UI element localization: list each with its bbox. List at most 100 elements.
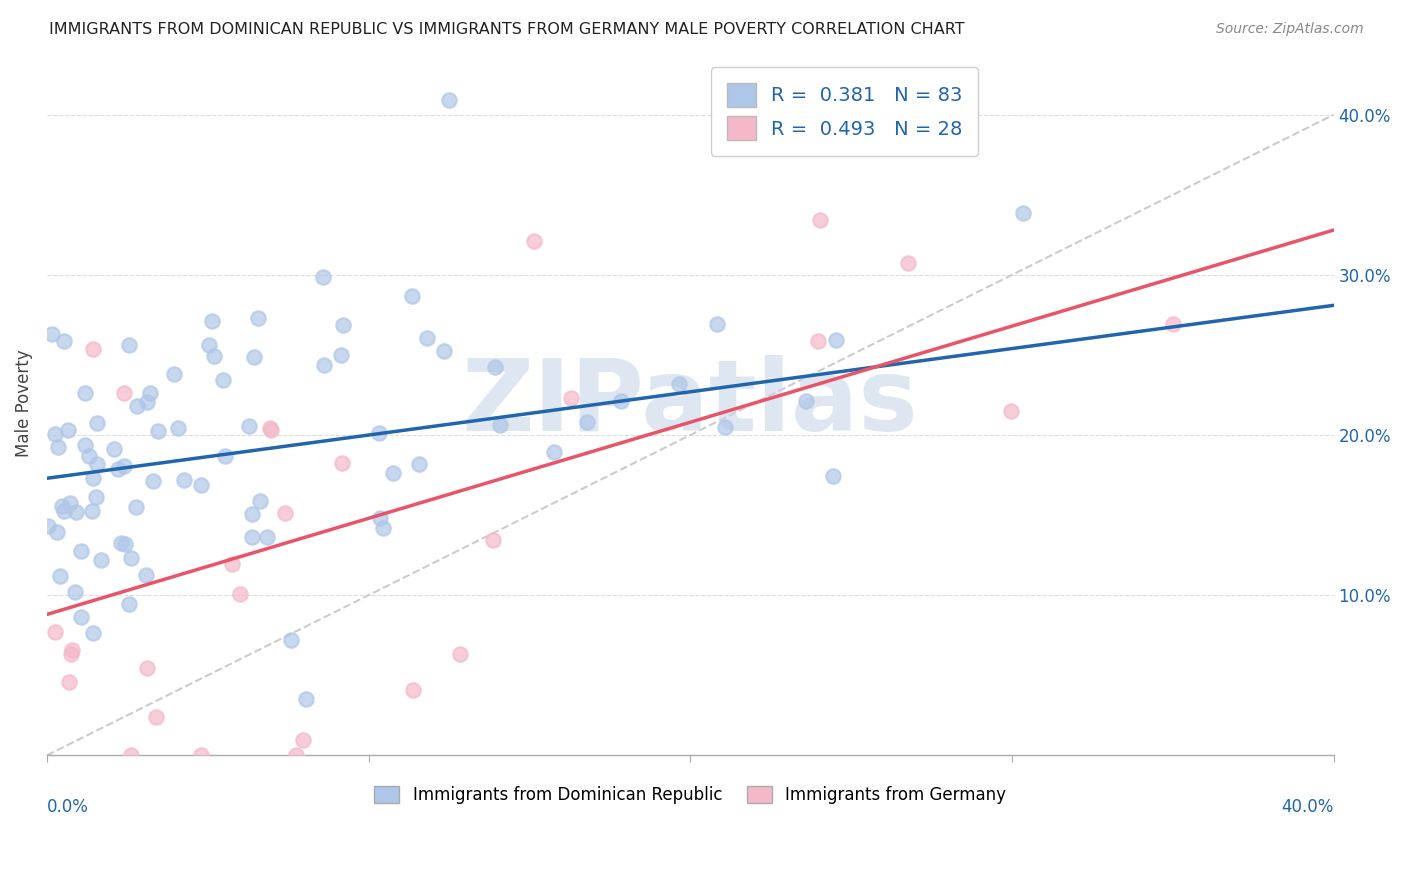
Point (114, 536, 136, 550)
Point (576, 415, 599, 429)
Point (488, 417, 510, 432)
Point (484, 359, 506, 374)
Point (312, 270, 335, 285)
Point (75, 437, 97, 451)
Point (136, 660, 159, 674)
Text: IMMIGRANTS FROM DOMINICAN REPUBLIC VS IMMIGRANTS FROM GERMANY MALE POVERTY CORRE: IMMIGRANTS FROM DOMINICAN REPUBLIC VS IM… (49, 22, 965, 37)
Point (41, 326, 63, 341)
Text: 40.0%: 40.0% (1281, 797, 1334, 815)
Point (240, 507, 263, 521)
Point (242, 530, 264, 544)
Point (135, 395, 157, 409)
Point (53, 504, 76, 518)
Point (110, 536, 132, 550)
Point (408, 457, 430, 471)
Point (274, 506, 297, 520)
Point (610, 393, 633, 408)
Point (118, 338, 141, 352)
Point (63, 585, 86, 599)
Point (112, 386, 135, 401)
Point (259, 420, 281, 434)
Point (284, 748, 307, 763)
Point (49, 569, 72, 583)
Point (329, 348, 352, 362)
Point (117, 597, 139, 611)
Point (163, 368, 186, 382)
Point (897, 256, 920, 270)
Point (56, 423, 79, 437)
Point (82, 626, 104, 640)
Point (433, 344, 456, 359)
Point (713, 419, 735, 434)
Point (332, 318, 354, 332)
Point (37, 518, 59, 533)
Point (46, 440, 69, 454)
Point (142, 474, 165, 488)
Point (44, 426, 66, 441)
Point (65, 505, 87, 519)
Point (401, 683, 423, 698)
Point (103, 442, 125, 456)
Point (249, 494, 271, 508)
Point (107, 462, 129, 476)
Point (77, 449, 100, 463)
Point (201, 314, 224, 328)
Point (280, 632, 302, 647)
Point (807, 334, 830, 348)
Point (173, 473, 195, 487)
Point (214, 449, 236, 463)
Point (238, 419, 260, 434)
Point (543, 444, 565, 458)
Point (259, 423, 281, 437)
Point (246, 311, 269, 326)
Point (166, 420, 188, 434)
Point (120, 748, 142, 763)
Point (523, 235, 546, 249)
Point (59, 496, 82, 510)
Point (437, 93, 460, 107)
Point (51, 499, 73, 513)
Point (82, 342, 104, 356)
Point (1000, 403, 1022, 417)
Point (84, 490, 107, 504)
Point (198, 338, 221, 352)
Point (368, 425, 391, 440)
Point (190, 478, 212, 492)
Point (1011, 206, 1033, 220)
Point (138, 386, 160, 401)
Point (706, 317, 728, 331)
Point (80, 503, 103, 517)
Point (368, 511, 391, 525)
Point (243, 350, 266, 364)
Point (82, 471, 104, 485)
Point (291, 733, 314, 747)
Point (1161, 317, 1184, 331)
Point (314, 358, 336, 372)
Text: 0.0%: 0.0% (46, 797, 89, 815)
Point (824, 333, 846, 347)
Point (127, 400, 149, 414)
Point (668, 376, 690, 391)
Point (124, 500, 146, 514)
Point (120, 550, 142, 565)
Point (75, 386, 97, 401)
Point (823, 468, 845, 483)
Text: ZIPatlas: ZIPatlas (461, 354, 918, 451)
Point (69, 610, 91, 624)
Text: Source: ZipAtlas.com: Source: ZipAtlas.com (1216, 22, 1364, 37)
Point (229, 586, 252, 600)
Point (44, 625, 66, 640)
Point (145, 710, 167, 724)
Point (53, 334, 76, 348)
Point (371, 521, 394, 535)
Point (221, 557, 243, 571)
Point (146, 424, 169, 438)
Legend: R =  0.381   N = 83, R =  0.493   N = 28: R = 0.381 N = 83, R = 0.493 N = 28 (711, 68, 979, 156)
Point (58, 675, 80, 690)
Point (190, 748, 212, 763)
Point (46, 525, 69, 540)
Y-axis label: Male Poverty: Male Poverty (15, 349, 32, 457)
Point (86, 457, 108, 471)
Point (202, 349, 225, 363)
Point (416, 331, 439, 345)
